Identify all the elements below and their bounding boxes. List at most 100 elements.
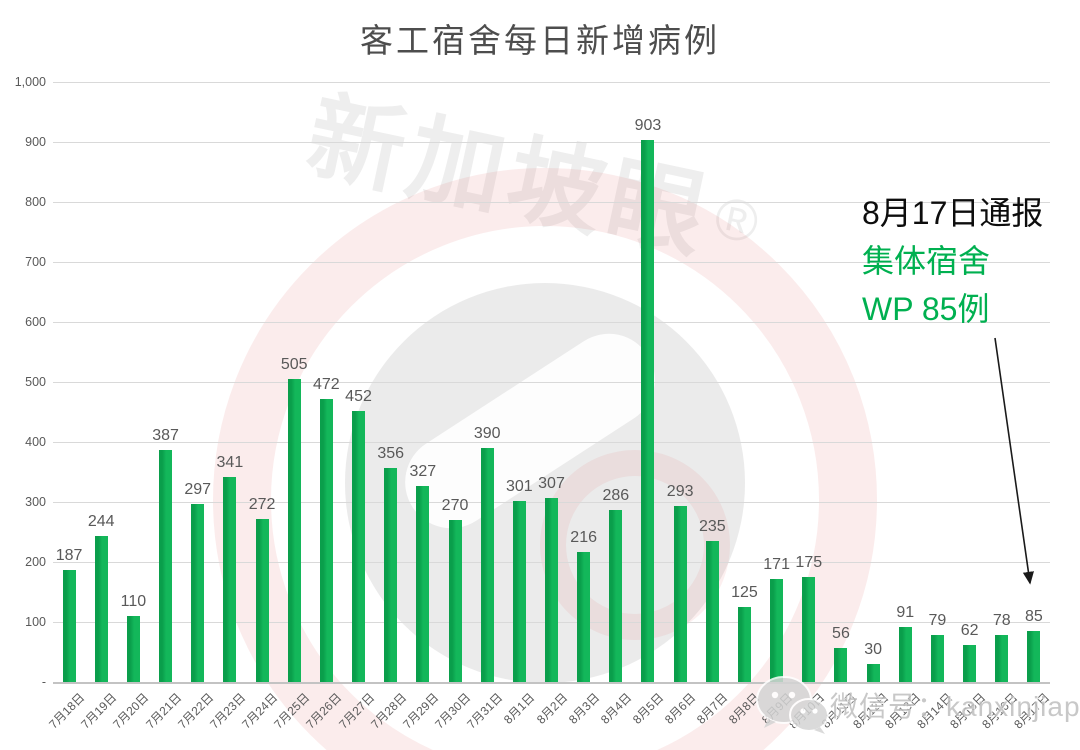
bar — [255, 518, 269, 682]
bar-value-label: 175 — [795, 554, 823, 571]
gridline — [53, 382, 1050, 383]
bar-value-label: 505 — [280, 356, 308, 373]
gridline — [53, 262, 1050, 263]
bar-value-label: 110 — [120, 593, 147, 610]
bar — [770, 579, 784, 682]
bar — [705, 541, 719, 682]
bar-value-label: 85 — [1025, 608, 1043, 625]
x-tick-label: 7月20日 — [110, 690, 152, 732]
bar — [834, 648, 848, 682]
gridline — [53, 82, 1050, 83]
y-tick-label: 300 — [25, 495, 46, 509]
bar-value-label: 216 — [570, 529, 598, 547]
bar — [930, 634, 944, 682]
bar — [416, 485, 430, 682]
bar-value-label: 387 — [152, 426, 179, 444]
bar-value-label: 307 — [538, 474, 565, 492]
y-tick-label: 700 — [25, 255, 46, 269]
y-tick-label: 900 — [25, 135, 46, 149]
y-tick-label: 400 — [25, 435, 46, 449]
x-tick-label: 8月5日 — [629, 690, 667, 727]
wechat-watermark: 微信号：kanxinjiapo — [748, 672, 1080, 738]
x-tick-label: 8月1日 — [501, 690, 538, 727]
bar-value-label: 78 — [992, 612, 1011, 630]
bar — [319, 398, 333, 682]
x-tick-label: 7月31日 — [464, 690, 506, 732]
bar-value-label: 903 — [634, 117, 662, 135]
bar-value-label: 297 — [184, 480, 212, 498]
bar — [287, 379, 301, 682]
bar — [995, 635, 1009, 682]
y-tick-label: 100 — [25, 615, 46, 629]
x-axis-line — [53, 682, 1050, 684]
bar-value-label: 235 — [698, 518, 726, 535]
x-tick-label: 8月6日 — [662, 690, 699, 727]
bar — [448, 520, 462, 682]
y-tick-label: 800 — [25, 195, 46, 209]
gridline — [53, 142, 1050, 143]
bar-value-label: 125 — [731, 584, 758, 601]
bar-value-label: 171 — [763, 556, 790, 574]
annotation-wp-line: WP 85例 — [862, 291, 990, 327]
bar-value-label: 187 — [55, 546, 83, 564]
bar — [223, 477, 237, 682]
bar-value-label: 91 — [896, 604, 915, 622]
bar — [384, 468, 398, 682]
bar-value-label: 327 — [409, 462, 437, 480]
bar-value-label: 452 — [345, 387, 372, 405]
x-tick-label: 7月21日 — [142, 690, 184, 732]
bar — [1027, 631, 1041, 682]
chart-title: 客工宿舍每日新增病例 — [360, 22, 720, 59]
bar — [577, 552, 591, 682]
bar-value-label: 56 — [832, 625, 850, 643]
bar — [802, 577, 816, 682]
x-tick-label: 7月26日 — [303, 690, 345, 732]
x-tick-label: 8月4日 — [597, 690, 635, 727]
bar-value-label: 30 — [864, 641, 883, 658]
bar — [159, 449, 173, 682]
gridline — [53, 322, 1050, 323]
annotation-date-line: 8月17日通报 — [862, 195, 1044, 231]
bar — [673, 506, 687, 682]
x-tick-label: 8月3日 — [565, 690, 602, 727]
bar — [963, 644, 977, 682]
bar — [62, 569, 76, 682]
bar — [352, 410, 366, 682]
x-tick-label: 7月27日 — [335, 690, 377, 732]
bar-value-label: 62 — [960, 621, 979, 639]
bar — [126, 616, 140, 682]
bar — [609, 510, 623, 682]
bar — [866, 664, 880, 682]
bar-value-label: 244 — [87, 512, 115, 530]
y-tick-label: 500 — [25, 375, 46, 389]
bar-value-label: 341 — [216, 454, 244, 472]
bar-value-label: 390 — [473, 425, 501, 442]
wechat-icon — [756, 676, 829, 734]
bar — [737, 607, 751, 682]
y-tick-label: 200 — [25, 555, 46, 569]
bar — [641, 140, 655, 682]
bar-value-label: 356 — [377, 445, 405, 463]
wechat-id-label: 微信号：kanxinjiapo — [830, 691, 1080, 722]
bar — [512, 501, 526, 682]
callout-annotation: 8月17日通报 集体宿舍 WP 85例 — [862, 189, 1043, 333]
bar-value-label: 272 — [248, 495, 276, 513]
y-tick-label: 600 — [25, 315, 46, 329]
bar — [94, 535, 108, 682]
y-tick-label: - — [41, 675, 46, 689]
bar-value-label: 270 — [441, 497, 469, 514]
bar-value-label: 301 — [505, 478, 533, 496]
x-tick-label: 8月2日 — [533, 690, 570, 727]
bar — [898, 627, 912, 682]
bar — [545, 497, 558, 682]
bar-value-label: 293 — [666, 483, 694, 501]
bar-value-label: 79 — [928, 611, 947, 629]
gridline — [53, 202, 1050, 203]
bar — [191, 503, 205, 682]
bar-value-label: 472 — [313, 375, 340, 393]
y-tick-label: 1,000 — [14, 75, 46, 89]
annotation-dorm-line: 集体宿舍 — [862, 243, 991, 279]
gridline — [53, 442, 1050, 443]
